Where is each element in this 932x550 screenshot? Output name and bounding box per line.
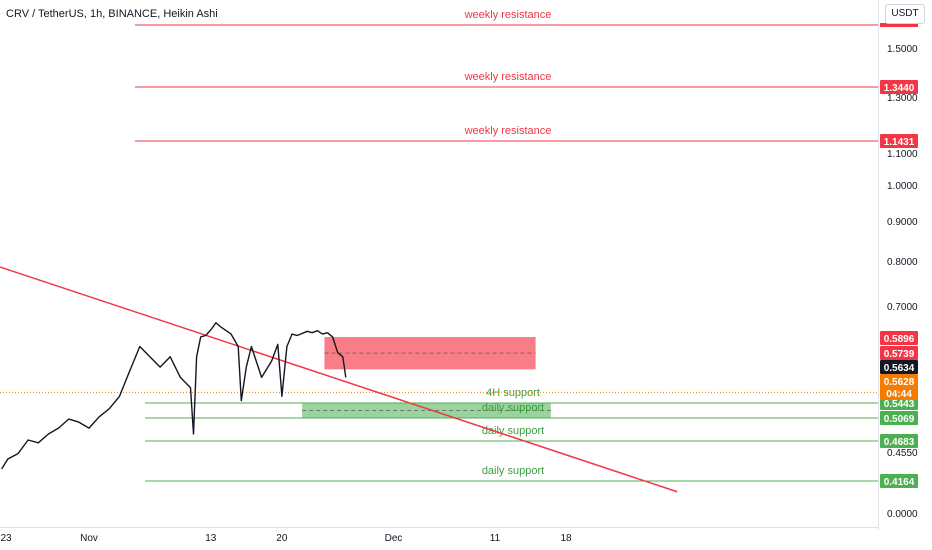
price-tag-text-1: 0.5739	[884, 349, 915, 360]
price-axis-border	[878, 0, 879, 530]
y-tick-label-0: 1.5000	[887, 44, 918, 55]
y-tick-label-1: 1.3000	[887, 93, 918, 104]
price-tag-text-0: 0.5896	[884, 334, 915, 345]
y-tick-label-5: 0.8000	[887, 257, 918, 268]
price-tag-1	[880, 346, 918, 360]
support-label-2: daily support	[482, 425, 544, 437]
resistance-label-1: weekly resistance	[464, 71, 552, 83]
time-axis-border	[0, 527, 878, 528]
x-tick-label-6: 18	[560, 533, 572, 544]
support-label-0: 4H support	[486, 387, 540, 399]
support-tag-text-1: 0.5069	[884, 414, 915, 425]
y-tick-label-6: 0.7000	[887, 302, 918, 313]
y-tick-label-4: 0.9000	[887, 217, 918, 228]
support-label-3: daily support	[482, 465, 544, 477]
support-zone-1	[302, 403, 551, 418]
x-tick-label-2: 13	[205, 533, 217, 544]
price-tag-3	[880, 374, 918, 388]
support-tag-1	[880, 411, 918, 425]
trendline	[0, 266, 678, 493]
support-tag-text-0: 0.5443	[884, 399, 915, 410]
price-series-line	[1, 322, 347, 470]
y-tick-label-3: 1.0000	[887, 181, 918, 192]
y-tick-label-7: 0.4550	[887, 448, 918, 459]
currency-unit-button[interactable]: USDT	[885, 4, 925, 24]
price-tag-text-3: 0.5628	[884, 377, 915, 388]
resistance-label-0: weekly resistance	[464, 9, 552, 21]
price-tag-2	[880, 360, 918, 374]
support-tag-3	[880, 474, 918, 488]
x-tick-label-3: 20	[276, 533, 288, 544]
price-tag-text-4: 04:44	[886, 389, 912, 400]
resistance-tag-text-2: 1.1431	[884, 137, 915, 148]
x-tick-label-5: 11	[490, 533, 501, 544]
resistance-tag-top	[880, 23, 918, 27]
support-tag-text-3: 0.4164	[884, 477, 915, 488]
price-tag-4	[880, 386, 918, 400]
y-tick-label-2: 1.1000	[887, 149, 918, 160]
support-tag-text-2: 0.4683	[884, 437, 915, 448]
resistance-tag-2	[880, 134, 918, 148]
x-tick-label-0: 23	[0, 533, 12, 544]
support-label-1: daily support	[482, 402, 544, 414]
resistance-label-2: weekly resistance	[464, 125, 552, 137]
resistance-tag-text-1: 1.3440	[884, 83, 915, 94]
y-tick-label-8: 0.0000	[887, 509, 918, 520]
price-tag-text-2: 0.5634	[884, 363, 915, 374]
chart-title: CRV / TetherUS, 1h, BINANCE, Heikin Ashi	[6, 8, 218, 20]
price-tag-0	[880, 331, 918, 345]
resistance-tag-1	[880, 80, 918, 94]
x-tick-label-1: Nov	[80, 533, 98, 544]
x-tick-label-4: Dec	[385, 533, 403, 544]
support-tag-2	[880, 434, 918, 448]
